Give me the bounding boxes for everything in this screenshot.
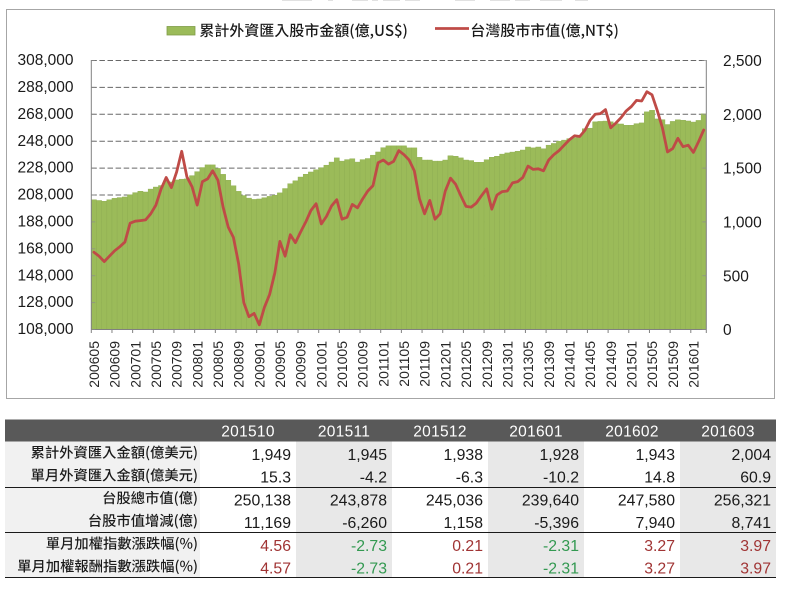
svg-text:2,500: 2,500: [723, 53, 762, 70]
svg-text:201209: 201209: [479, 341, 495, 388]
svg-text:3.27: 3.27: [644, 538, 675, 555]
svg-text:-2.73: -2.73: [351, 538, 387, 555]
svg-text:200605: 200605: [86, 341, 102, 388]
svg-text:108,000: 108,000: [17, 321, 73, 338]
svg-text:3.97: 3.97: [740, 561, 771, 578]
svg-text:201510: 201510: [221, 423, 275, 440]
svg-text:201501: 201501: [624, 341, 640, 388]
svg-text:256,321: 256,321: [714, 492, 771, 509]
svg-text:200801: 200801: [189, 341, 205, 388]
svg-text:11,169: 11,169: [244, 515, 291, 532]
svg-text:200905: 200905: [272, 341, 288, 388]
svg-text:201105: 201105: [396, 341, 412, 387]
svg-text:201309: 201309: [541, 341, 557, 388]
svg-text:248,000: 248,000: [17, 133, 73, 150]
svg-text:308,000: 308,000: [17, 52, 73, 69]
svg-text:1,000: 1,000: [723, 215, 762, 232]
svg-text:200805: 200805: [210, 341, 226, 388]
svg-text:200901: 200901: [251, 341, 267, 388]
svg-text:1,928: 1,928: [539, 447, 579, 464]
svg-text:-5,396: -5,396: [534, 515, 579, 532]
svg-text:1,158: 1,158: [443, 515, 483, 532]
svg-text:-6,260: -6,260: [342, 515, 387, 532]
svg-text:201205: 201205: [458, 341, 474, 388]
svg-text:239,640: 239,640: [522, 492, 579, 509]
svg-text:-6.3: -6.3: [456, 470, 483, 487]
svg-text:245,036: 245,036: [426, 492, 483, 509]
svg-text:15.3: 15.3: [260, 470, 291, 487]
svg-text:2,004: 2,004: [731, 447, 771, 464]
svg-text:208,000: 208,000: [17, 187, 73, 204]
svg-text:3.27: 3.27: [644, 561, 675, 578]
svg-text:-10.2: -10.2: [543, 470, 579, 487]
svg-text:7,940: 7,940: [635, 515, 675, 532]
svg-text:201405: 201405: [582, 341, 598, 388]
svg-text:201409: 201409: [603, 341, 619, 388]
svg-text:201401: 201401: [561, 341, 577, 388]
svg-text:201305: 201305: [520, 341, 536, 388]
svg-text:200609: 200609: [107, 341, 123, 388]
svg-text:200709: 200709: [169, 341, 185, 388]
svg-text:0: 0: [723, 322, 732, 339]
svg-text:0.21: 0.21: [452, 538, 483, 555]
svg-text:243,878: 243,878: [330, 492, 387, 509]
svg-text:201005: 201005: [334, 341, 350, 388]
svg-text:200705: 200705: [148, 341, 164, 388]
svg-text:201109: 201109: [417, 341, 433, 387]
svg-text:1,500: 1,500: [723, 161, 762, 178]
svg-text:228,000: 228,000: [17, 160, 73, 177]
svg-text:201601: 201601: [686, 341, 702, 388]
svg-text:288,000: 288,000: [17, 79, 73, 96]
svg-text:8,741: 8,741: [731, 515, 771, 532]
svg-text:500: 500: [723, 268, 749, 285]
svg-text:168,000: 168,000: [17, 240, 73, 257]
svg-text:0.21: 0.21: [452, 561, 483, 578]
svg-text:4.57: 4.57: [260, 561, 291, 578]
svg-text:1,938: 1,938: [443, 447, 483, 464]
svg-text:201009: 201009: [355, 341, 371, 388]
svg-text:188,000: 188,000: [17, 214, 73, 231]
svg-text:200909: 200909: [293, 341, 309, 388]
svg-text:148,000: 148,000: [17, 267, 73, 284]
svg-text:1,945: 1,945: [347, 447, 387, 464]
svg-text:1,943: 1,943: [635, 447, 675, 464]
svg-text:2,000: 2,000: [723, 107, 762, 124]
svg-text:14.8: 14.8: [644, 470, 675, 487]
svg-text:201511: 201511: [318, 423, 370, 440]
svg-text:201601: 201601: [509, 423, 563, 440]
svg-text:128,000: 128,000: [17, 294, 73, 311]
svg-text:201602: 201602: [605, 423, 659, 440]
svg-text:200809: 200809: [231, 341, 247, 388]
svg-text:247,580: 247,580: [618, 492, 675, 509]
svg-text:-2.31: -2.31: [543, 561, 579, 578]
svg-text:201201: 201201: [437, 341, 453, 388]
svg-text:60.9: 60.9: [740, 470, 771, 487]
svg-text:201505: 201505: [644, 341, 660, 388]
svg-text:4.56: 4.56: [260, 538, 291, 555]
svg-text:268,000: 268,000: [17, 106, 73, 123]
svg-text:-2.73: -2.73: [351, 561, 387, 578]
svg-text:3.97: 3.97: [740, 538, 771, 555]
svg-text:200701: 200701: [127, 341, 143, 388]
svg-text:250,138: 250,138: [234, 492, 291, 509]
svg-text:201301: 201301: [499, 341, 515, 388]
svg-text:201603: 201603: [701, 423, 755, 440]
svg-text:201509: 201509: [665, 341, 681, 388]
svg-text:-4.2: -4.2: [360, 470, 387, 487]
svg-text:1,949: 1,949: [251, 447, 291, 464]
svg-text:201512: 201512: [413, 423, 467, 440]
svg-text:-2.31: -2.31: [543, 538, 579, 555]
svg-text:201101: 201101: [375, 341, 391, 387]
svg-text:201001: 201001: [313, 341, 329, 388]
